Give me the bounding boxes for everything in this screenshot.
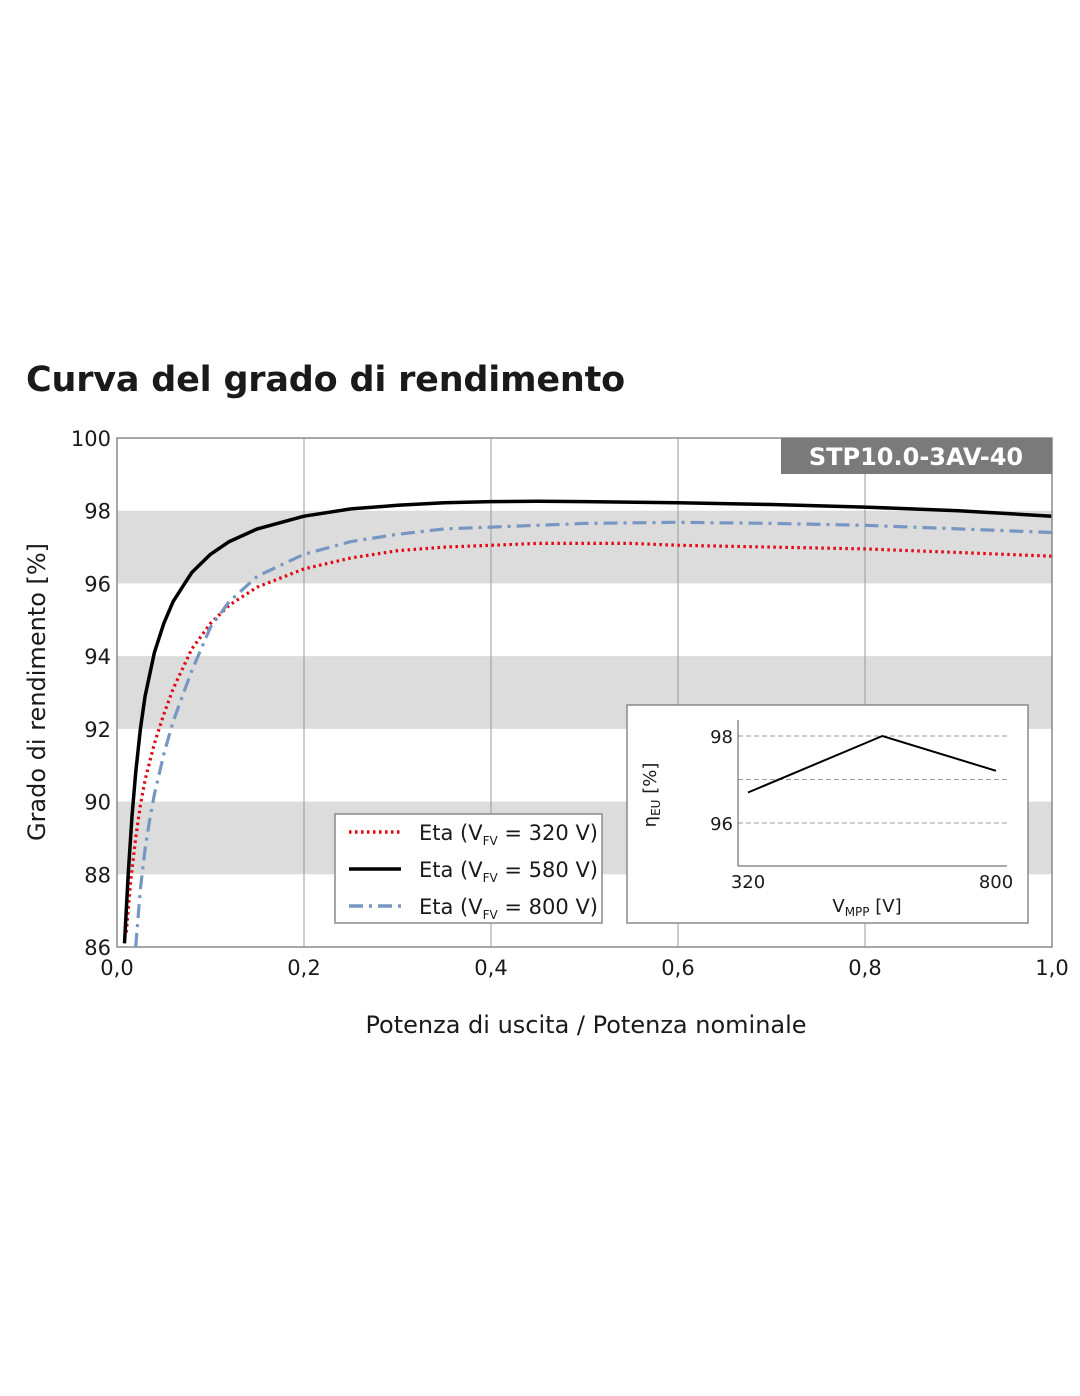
y-tick-label: 96 xyxy=(84,572,111,596)
inset-axes xyxy=(737,720,1007,867)
x-tick-label: 0,8 xyxy=(848,956,881,980)
inset-y-tick-label: 96 xyxy=(710,814,733,835)
model-badge-label: STP10.0-3AV-40 xyxy=(809,443,1023,471)
y-tick-label: 86 xyxy=(84,936,111,960)
x-tick-label: 0,6 xyxy=(661,956,694,980)
y-tick-label: 100 xyxy=(71,427,111,451)
inset-series-layer xyxy=(747,734,997,794)
inset-x-tick-label: 800 xyxy=(979,872,1013,893)
inset-chart: 96 98 320 800 VMPP [V] ηEU [%] xyxy=(626,704,1029,924)
x-tick-label: 1,0 xyxy=(1035,956,1068,980)
legend-label-1: Eta (VFV = 580 V) xyxy=(419,858,598,885)
series-line-0 xyxy=(124,541,1053,933)
inset-box xyxy=(626,704,1029,924)
y-axis-title: Grado di rendimento [%] xyxy=(23,543,51,841)
plot-frame xyxy=(116,437,1053,948)
series-line-1 xyxy=(122,499,1053,944)
inset-gridlines xyxy=(738,735,1007,824)
x-axis-title: Potenza di uscita / Potenza nominale xyxy=(365,1011,806,1039)
x-tick-label: 0,2 xyxy=(287,956,320,980)
inset-y-tick-label: 98 xyxy=(710,727,733,748)
band-2 xyxy=(117,510,1052,584)
series-line-2 xyxy=(134,520,1053,948)
y-tick-label: 94 xyxy=(84,645,111,669)
legend-label-2: Eta (VFV = 800 V) xyxy=(419,895,598,922)
inset-x-axis-title: VMPP [V] xyxy=(832,896,901,919)
y-axis-ticks: 86 88 90 92 94 96 98 100 xyxy=(71,427,111,960)
inset-ticks: 96 98 320 800 xyxy=(710,727,1013,893)
model-badge: STP10.0-3AV-40 xyxy=(781,438,1052,474)
y-tick-label: 98 xyxy=(84,500,111,524)
inset-series-line-0 xyxy=(747,734,997,794)
page-title: Curva del grado di rendimento xyxy=(26,360,625,400)
y-tick-label: 90 xyxy=(84,791,111,815)
y-tick-label: 92 xyxy=(84,718,111,742)
x-tick-label: 0,4 xyxy=(474,956,507,980)
inset-x-tick-label: 320 xyxy=(731,872,765,893)
y-tick-label: 88 xyxy=(84,863,111,887)
series-layer xyxy=(122,499,1053,948)
x-tick-label: 0,0 xyxy=(100,956,133,980)
inset-y-axis-title: ηEU [%] xyxy=(640,763,663,828)
x-axis-ticks: 0,0 0,2 0,4 0,6 0,8 1,0 xyxy=(100,956,1068,980)
legend-label-0: Eta (VFV = 320 V) xyxy=(419,821,598,848)
legend: Eta (VFV = 320 V) Eta (VFV = 580 V) Eta (V… xyxy=(334,813,603,924)
